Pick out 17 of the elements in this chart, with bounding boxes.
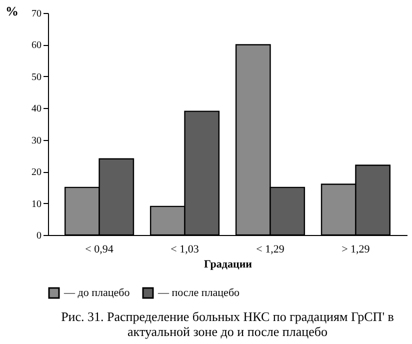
x-tick-label: > 1,29 xyxy=(342,244,370,256)
legend-label: — до плацебо xyxy=(63,287,130,299)
x-tick-label: < 0,94 xyxy=(85,244,114,256)
y-tick-label: 20 xyxy=(32,167,42,178)
text: Рис. 31. Распределение больных НКС по градациям ГрСП' в актуальной зоне до и после плацебо xyxy=(61,309,394,339)
y-tick-label: 10 xyxy=(32,198,42,210)
y-tick-label: 50 xyxy=(32,72,42,83)
x-axis-title: Градации xyxy=(204,258,253,270)
x-tick-label: < 1,29 xyxy=(256,244,285,256)
y-axis-title: % xyxy=(6,4,18,18)
y-tick-label: 70 xyxy=(32,8,42,20)
y-tick-label: 0 xyxy=(36,230,42,242)
y-tick-label: 40 xyxy=(32,104,42,115)
legend-label: — после плацебо xyxy=(157,287,240,299)
x-tick-label: < 1,03 xyxy=(170,244,200,256)
y-tick-label: 60 xyxy=(32,40,42,52)
y-tick-label: 30 xyxy=(32,135,42,146)
